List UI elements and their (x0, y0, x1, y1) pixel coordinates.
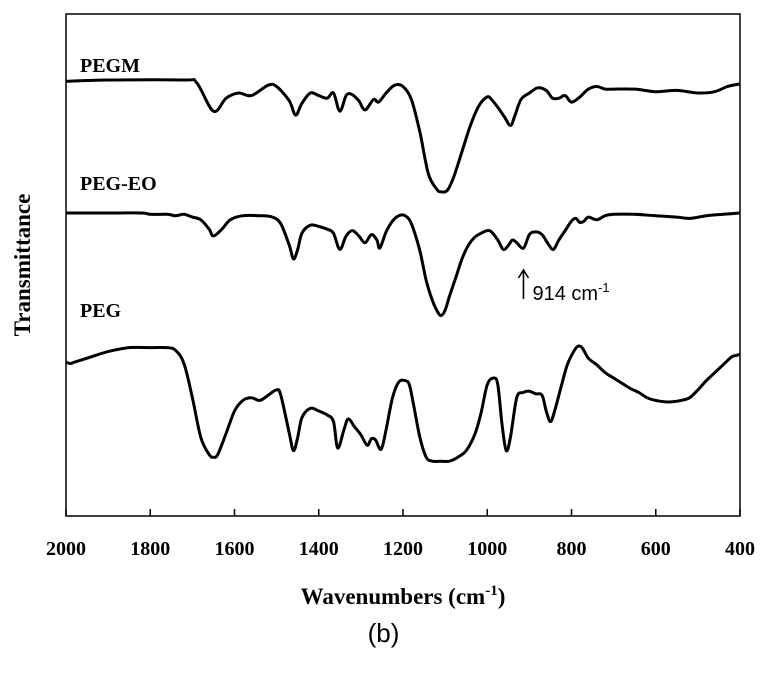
x-tick-label-2000: 2000 (46, 538, 86, 560)
x-tick-label-1200: 1200 (383, 538, 423, 560)
y-axis-title: Transmittance (10, 194, 35, 337)
series-label-peg: PEG (80, 300, 122, 322)
panel-label: (b) (367, 618, 400, 648)
x-axis-title: Wavenumbers (cm-1) (301, 583, 506, 609)
x-axis-ticks (65, 509, 741, 516)
x-axis-tick-labels: 2000 1800 1600 1400 1200 1000 800 600 400 (46, 538, 755, 560)
series-line-peg (65, 344, 741, 463)
series-labels: PEGM PEG-EO PEG (80, 55, 157, 322)
annotation-label: 914 cm-1 (532, 280, 609, 305)
x-tick-label-400: 400 (725, 538, 755, 560)
series-line-pegm (65, 78, 741, 194)
peak-annotation: 914 cm-1 (517, 268, 610, 305)
x-tick-label-1800: 1800 (130, 538, 170, 560)
series-label-peg-eo: PEG-EO (80, 173, 157, 195)
series-label-pegm: PEGM (80, 55, 140, 77)
x-tick-label-1000: 1000 (467, 538, 507, 560)
x-tick-label-600: 600 (641, 538, 671, 560)
annotation-arrow-head (517, 268, 530, 279)
x-tick-label-1400: 1400 (299, 538, 339, 560)
x-tick-label-800: 800 (557, 538, 587, 560)
series-line-peg-eo (66, 211, 741, 318)
x-tick-label-1600: 1600 (215, 538, 255, 560)
series-lines (65, 78, 741, 463)
